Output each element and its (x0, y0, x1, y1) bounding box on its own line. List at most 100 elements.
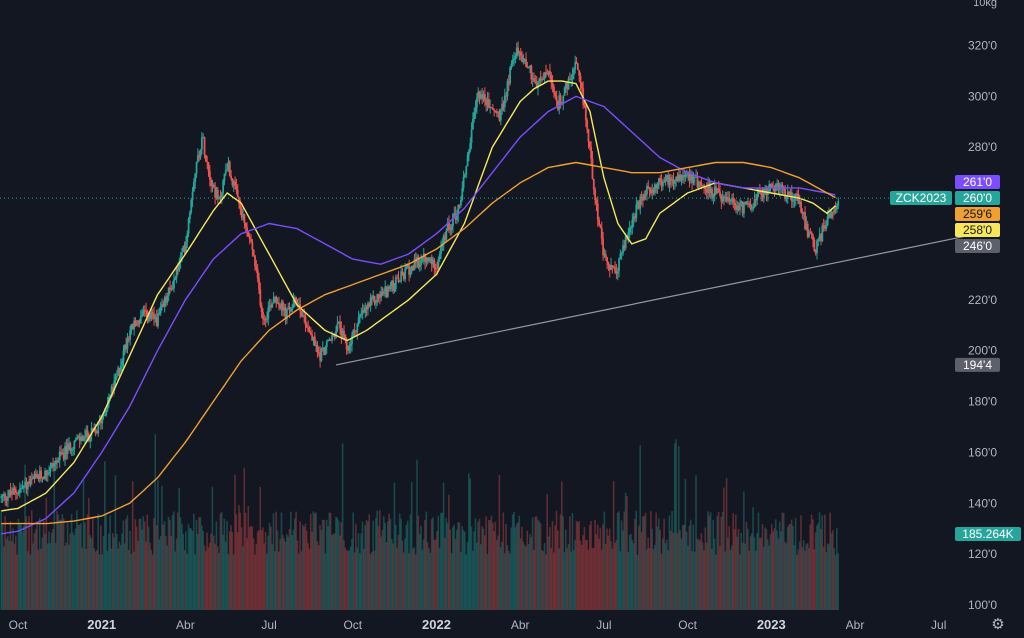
candle-body (26, 481, 29, 490)
volume-bar (731, 545, 733, 610)
volume-bar (620, 520, 623, 610)
volume-bar (412, 548, 414, 610)
candle-body (36, 473, 39, 477)
volume-bar (739, 554, 741, 610)
volume-bar (457, 521, 459, 610)
candle-body (182, 245, 185, 252)
y-tick-label: 140'0 (968, 496, 997, 510)
gear-icon[interactable]: ⚙ (991, 615, 1005, 633)
y-axis[interactable]: 320'0300'0280'0240'0220'0200'0180'0160'0… (968, 0, 997, 612)
y-tick-label: 120'0 (968, 547, 997, 561)
candle-body (311, 334, 314, 341)
candle-body (664, 178, 667, 182)
candle-body (494, 111, 497, 113)
support-trendline[interactable] (335, 233, 978, 366)
volume-bar (146, 514, 149, 610)
volume-bar (514, 527, 517, 610)
volume-bar (446, 522, 449, 610)
candle-body (465, 166, 468, 175)
volume-bar (525, 546, 527, 610)
candle-body (507, 81, 510, 84)
candle-body (716, 188, 719, 194)
candle-body (812, 235, 814, 240)
candle-body (474, 107, 477, 112)
volume-bar (181, 524, 183, 610)
candle-body (129, 330, 132, 340)
candle-body (339, 321, 341, 329)
volume-bar (800, 515, 802, 610)
candle-body (837, 200, 840, 206)
volume-bar (282, 535, 284, 610)
candle-body (406, 265, 409, 267)
volume-bar (114, 475, 117, 610)
volume-bar (283, 538, 285, 610)
candle-body (155, 317, 158, 327)
volume-bar (331, 535, 333, 610)
candle-body (566, 83, 569, 90)
x-axis[interactable]: Oct 2021 Abr Jul Oct 2022 Abr Jul Oct 2023 Abr Jul (9, 617, 947, 632)
trendline-group[interactable] (335, 233, 978, 366)
candle-body (681, 175, 684, 180)
candle-body (158, 313, 161, 315)
candle-body (300, 311, 303, 317)
volume-bar (550, 547, 552, 610)
volume-bar (554, 525, 556, 610)
volume-bar (127, 550, 130, 610)
volume-bar (483, 535, 486, 610)
volume-bar (373, 550, 376, 610)
volume-bar (607, 535, 610, 610)
candle-body (42, 476, 45, 479)
candle-body (248, 236, 251, 240)
candle-body (720, 195, 723, 202)
volume-bar (618, 511, 620, 610)
volume-bar (643, 516, 645, 610)
candle-body (584, 105, 587, 121)
candle-body (295, 297, 298, 304)
candle-body (487, 98, 490, 108)
price-badge-label: 259'6 (963, 207, 992, 221)
volume-bar (142, 516, 145, 610)
candle-body (264, 319, 267, 321)
volume-bar (33, 533, 36, 610)
candle-body (396, 277, 399, 279)
candle-body (41, 476, 44, 479)
candle-body (113, 380, 116, 391)
volume-bar (594, 519, 596, 610)
candle-body (29, 478, 32, 485)
volume-bar (813, 549, 816, 610)
candle-body (683, 175, 686, 177)
candle-body (479, 94, 482, 99)
candle-body (211, 184, 214, 186)
volume-bar (344, 547, 347, 610)
candle-body (127, 338, 130, 340)
volume-bar (747, 529, 749, 610)
volume-bar (335, 516, 337, 610)
volume-bar (126, 515, 129, 610)
candle-body (289, 310, 292, 312)
candle-body (92, 427, 94, 431)
volume-bar (380, 536, 382, 610)
volume-bar (365, 519, 368, 610)
volume-bar (279, 538, 281, 610)
volume-bar (177, 512, 179, 610)
volume-bar (487, 519, 490, 610)
candle-body (549, 70, 551, 76)
y-tick-label: 180'0 (968, 395, 997, 409)
volume-bar (286, 534, 288, 610)
volume-bar (244, 512, 247, 610)
volume-bar (482, 528, 485, 610)
candle-body (58, 451, 61, 461)
candle-body (696, 176, 699, 188)
volume-bar (319, 524, 321, 610)
volume-bar (598, 538, 600, 610)
candle-body (319, 352, 322, 361)
volume-bar (130, 553, 133, 610)
volume-bar (149, 542, 151, 610)
x-tick-label: Jul (261, 618, 276, 632)
candle-body (8, 490, 11, 497)
volume-bar (688, 525, 691, 610)
price-badge (955, 191, 1000, 205)
candle-body (814, 251, 817, 254)
